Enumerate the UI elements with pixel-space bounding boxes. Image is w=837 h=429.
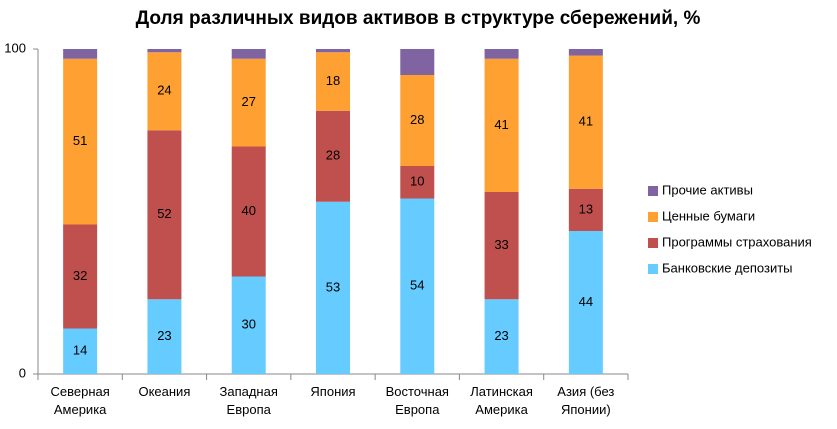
data-label: 14: [73, 343, 87, 358]
bar-segment: [147, 130, 182, 300]
y-tick-label: 100: [4, 40, 26, 55]
bar-segment: [400, 49, 435, 75]
chart-title: Доля различных видов активов в структуре…: [136, 8, 701, 29]
legend-swatch: [648, 238, 658, 248]
data-label: 52: [157, 206, 171, 221]
bar-segment: [231, 49, 266, 59]
bar-segment: [316, 52, 350, 111]
bar-segment: [147, 52, 182, 131]
data-label: 51: [73, 133, 87, 148]
bar-segment: [147, 299, 182, 374]
legend-label: Прочие активы: [662, 182, 753, 197]
data-label: 53: [326, 279, 340, 294]
legend-label: Ценные бумаги: [662, 208, 755, 223]
bar-segment: [316, 201, 350, 374]
legend-label: Программы страхования: [662, 234, 812, 249]
x-tick-label: Океания: [138, 384, 191, 399]
data-label: 44: [579, 294, 593, 309]
data-label: 33: [494, 237, 508, 252]
x-tick-label: Япония: [310, 384, 356, 399]
data-label: 40: [241, 203, 255, 218]
bar-segment: [400, 75, 435, 166]
legend-swatch: [648, 212, 658, 222]
bar-segment: [63, 328, 98, 374]
y-tick-label: 0: [19, 365, 26, 380]
data-label: 10: [410, 174, 424, 189]
data-label: 30: [241, 317, 255, 332]
bar-segment: [484, 49, 519, 59]
bar-segment: [63, 49, 98, 59]
bar-segment: [63, 58, 98, 225]
bar-segment: [568, 188, 603, 231]
bar-segment: [400, 166, 435, 199]
data-label: 41: [579, 114, 593, 129]
data-label: 24: [157, 83, 171, 98]
data-label: 18: [326, 73, 340, 88]
data-label: 27: [241, 94, 255, 109]
legend-label: Банковские депозиты: [662, 260, 793, 275]
x-tick-label: Латинская Америка: [470, 384, 533, 417]
bar-segment: [568, 231, 603, 374]
data-label: 32: [73, 268, 87, 283]
x-tick-label: Северная Америка: [50, 384, 110, 417]
data-label: 23: [494, 328, 508, 343]
bar-segment: [484, 299, 519, 374]
bar-segment: [316, 49, 350, 53]
data-label: 28: [326, 148, 340, 163]
bar-segment: [316, 110, 350, 202]
bar-segment: [400, 198, 435, 374]
bar-segment: [63, 224, 98, 329]
legend-swatch: [648, 186, 658, 196]
bar-segment: [231, 146, 266, 277]
x-tick-label: Азия (без Японии): [557, 384, 615, 417]
bar-segment: [147, 49, 182, 53]
bar-segment: [568, 55, 603, 189]
bar-segment: [484, 192, 519, 300]
data-label: 54: [410, 278, 424, 293]
bar-segment: [568, 49, 603, 56]
bar-segment: [231, 276, 266, 374]
legend-swatch: [648, 264, 658, 274]
data-label: 41: [494, 117, 508, 132]
bar-segment: [484, 58, 519, 192]
data-label: 23: [157, 328, 171, 343]
data-label: 13: [579, 201, 593, 216]
bar-segment: [231, 58, 266, 147]
x-tick-label: Западная Европа: [219, 384, 278, 417]
x-tick-label: Восточная Европа: [385, 384, 449, 417]
data-label: 28: [410, 112, 424, 127]
